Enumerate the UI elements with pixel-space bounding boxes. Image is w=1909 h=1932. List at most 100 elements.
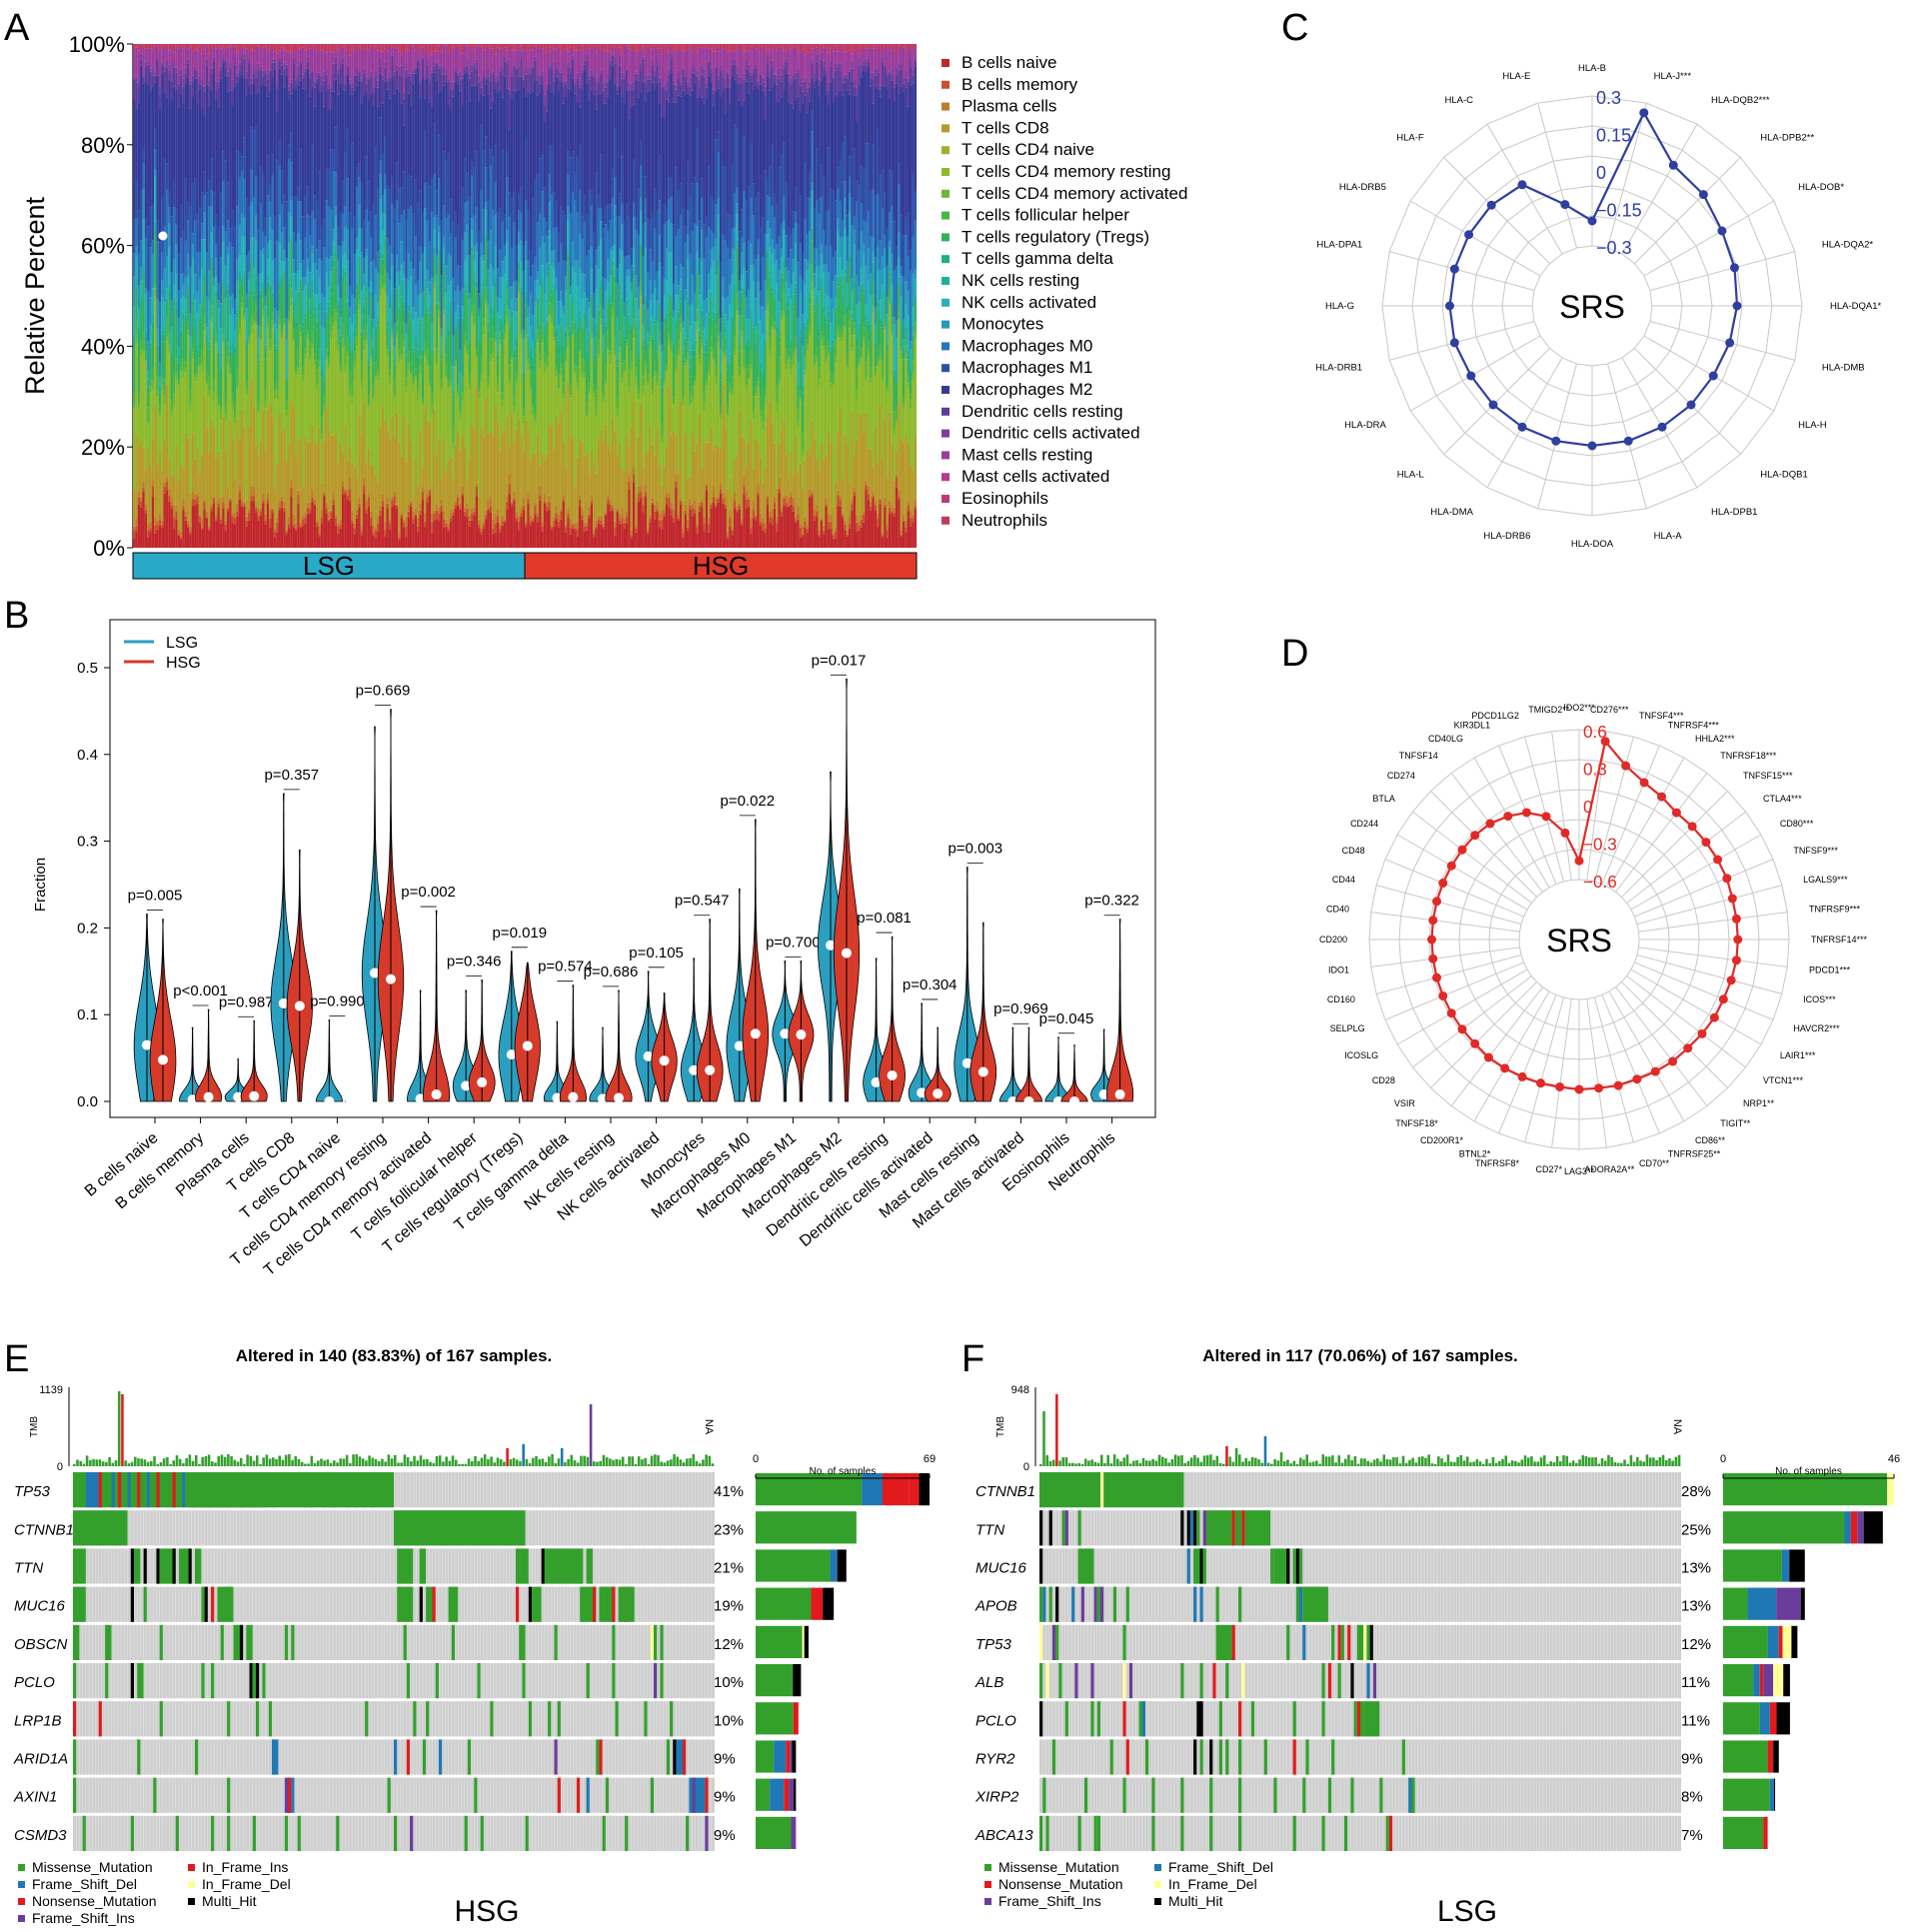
a-stack-segment: [625, 340, 629, 344]
a-stack-segment: [285, 529, 288, 532]
a-sample-column: [186, 44, 190, 548]
a-stack-segment: [316, 44, 319, 51]
a-stack-segment: [550, 145, 554, 195]
a-stack-segment: [576, 529, 580, 538]
a-stack-segment: [532, 265, 535, 316]
a-stack-segment: [492, 528, 495, 535]
a-stack-segment: [517, 44, 521, 48]
a-stack-segment: [158, 513, 162, 520]
a-stack-segment: [323, 381, 326, 388]
a-stack-segment: [337, 44, 340, 51]
a-stack-segment: [400, 103, 404, 188]
a-stack-segment: [438, 68, 441, 93]
a-stack-segment: [198, 88, 202, 208]
a-stack-segment: [405, 392, 408, 462]
a-stack-segment: [229, 315, 232, 346]
a-stack-segment: [611, 45, 615, 54]
a-stack-segment: [240, 56, 244, 65]
a-stack-segment: [435, 510, 439, 520]
a-stack-segment: [226, 220, 230, 248]
a-stack-segment: [424, 286, 427, 292]
a-stack-segment: [186, 275, 190, 287]
a-stack-segment: [553, 72, 556, 81]
a-stack-segment: [616, 508, 619, 511]
a-stack-segment: [522, 329, 526, 339]
a-stack-segment: [196, 78, 199, 104]
a-stack-segment: [224, 401, 227, 414]
a-stack-segment: [318, 303, 321, 312]
a-stack-segment: [161, 375, 164, 386]
a-stack-segment: [567, 44, 570, 52]
a-stack-segment: [402, 341, 406, 348]
a-stack-segment: [325, 508, 328, 514]
a-stack-segment: [205, 58, 209, 66]
a-stack-segment: [541, 288, 544, 324]
a-stack-segment: [602, 103, 605, 229]
a-stack-segment: [201, 108, 204, 193]
a-stack-segment: [222, 288, 225, 335]
a-stack-segment: [327, 259, 331, 288]
a-stack-segment: [583, 526, 587, 532]
a-stack-segment: [424, 98, 427, 132]
a-stack-segment: [353, 254, 357, 299]
a-stack-segment: [532, 340, 535, 359]
a-stack-segment: [576, 44, 580, 51]
a-stack-segment: [597, 438, 601, 516]
a-stack-segment: [386, 77, 389, 81]
a-stack-segment: [496, 508, 500, 517]
a-stack-segment: [339, 44, 342, 47]
a-stack-segment: [346, 495, 350, 500]
a-stack-segment: [161, 330, 164, 337]
a-stack-segment: [391, 44, 394, 49]
a-stack-segment: [595, 109, 598, 173]
a-stack-segment: [198, 515, 202, 518]
a-stack-segment: [550, 529, 554, 548]
a-stack-segment: [306, 57, 310, 62]
a-stack-segment: [219, 44, 223, 49]
a-stack-segment: [222, 53, 225, 59]
a-stack-segment: [510, 503, 514, 507]
a-stack-segment: [637, 354, 641, 357]
a-stack-segment: [506, 279, 509, 284]
a-stack-segment: [302, 519, 305, 527]
a-stack-segment: [499, 318, 502, 324]
a-stack-segment: [398, 311, 401, 315]
a-stack-segment: [405, 324, 408, 334]
a-stack-segment: [170, 216, 173, 273]
a-stack-segment: [276, 82, 279, 90]
a-stack-segment: [189, 354, 192, 362]
a-sample-column: [330, 44, 333, 548]
a-stack-segment: [344, 365, 347, 374]
a-stack-segment: [452, 222, 455, 279]
a-stack-segment: [562, 81, 565, 87]
a-stack-segment: [355, 167, 359, 188]
a-stack-segment: [468, 73, 472, 79]
a-stack-segment: [386, 497, 389, 504]
a-stack-segment: [250, 495, 253, 501]
a-sample-column: [238, 44, 242, 548]
a-stack-segment: [184, 315, 188, 319]
a-stack-segment: [395, 48, 399, 66]
a-stack-segment: [421, 317, 425, 350]
a-stack-segment: [355, 518, 359, 548]
a-stack-segment: [360, 78, 364, 82]
a-stack-segment: [320, 523, 324, 548]
a-stack-segment: [360, 104, 364, 183]
a-stack-segment: [621, 296, 624, 306]
a-stack-segment: [332, 91, 335, 150]
a-stack-segment: [294, 85, 298, 90]
a-stack-segment: [468, 292, 472, 300]
a-stack-segment: [553, 250, 556, 269]
a-stack-segment: [588, 44, 591, 50]
a-stack-segment: [330, 512, 333, 519]
a-stack-segment: [358, 163, 361, 178]
a-stack-segment: [447, 79, 450, 82]
a-stack-segment: [210, 266, 213, 307]
a-stack-segment: [508, 484, 511, 495]
a-stack-segment: [334, 206, 338, 218]
a-stack-segment: [384, 522, 387, 530]
a-stack-segment: [586, 214, 589, 256]
a-stack-segment: [471, 312, 474, 317]
a-sample-column: [182, 44, 185, 548]
a-stack-segment: [137, 285, 141, 309]
